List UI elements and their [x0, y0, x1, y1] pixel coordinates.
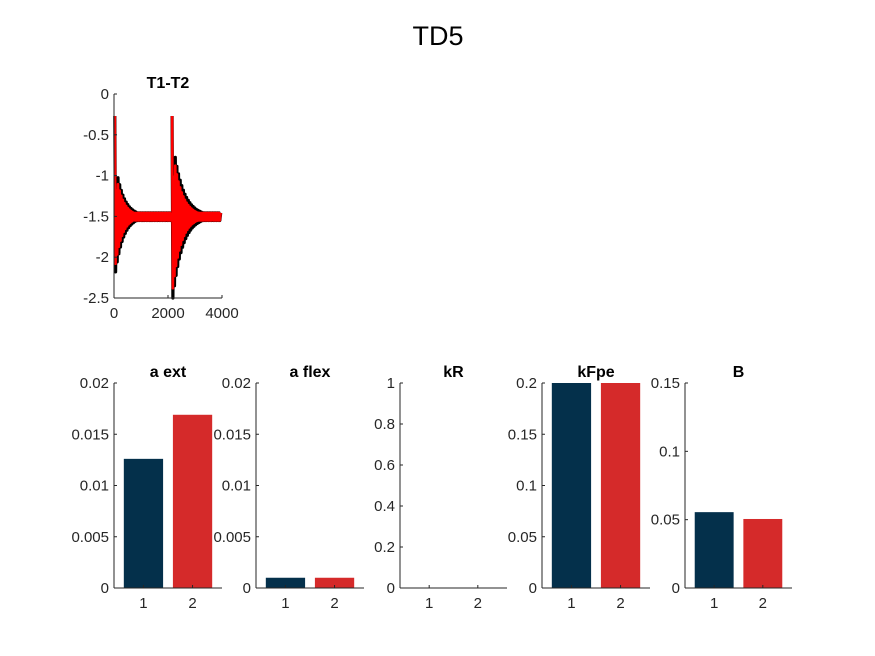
x-tick-label: 0	[110, 305, 118, 322]
y-tick-label: -0.5	[83, 127, 109, 144]
y-tick-label: -2	[96, 249, 109, 266]
x-tick-label: 1	[425, 595, 433, 612]
y-tick-label: 0	[101, 86, 109, 103]
bar-1	[123, 458, 164, 588]
y-tick-label: 0.01	[222, 478, 251, 495]
y-tick-label: 1	[387, 375, 395, 392]
y-tick-label: 0.1	[659, 443, 680, 460]
axes-6: 1 2 0 0.05 0.1 0.15 B	[651, 364, 792, 612]
y-tick-label: 0.2	[374, 539, 395, 556]
axes-title: a ext	[150, 364, 187, 381]
y-tick-label: 0.02	[222, 375, 251, 392]
x-tick-label: 2	[759, 595, 767, 612]
y-tick-label: 0.2	[516, 375, 537, 392]
axes-4: 1 2 0 0.2 0.4 0.6 0.8 1 kR	[374, 364, 507, 612]
y-tick-label: -1	[96, 168, 109, 185]
series-line-2	[113, 115, 222, 290]
y-tick-label: 0	[529, 580, 537, 597]
y-tick-label: 0	[387, 580, 395, 597]
y-tick-label: 0.1	[516, 478, 537, 495]
x-tick-label: 2000	[151, 305, 184, 322]
axes-title: kR	[443, 364, 464, 381]
y-tick-label: 0.15	[508, 426, 537, 443]
x-tick-label: 2	[330, 595, 338, 612]
x-tick-label: 4000	[205, 305, 238, 322]
axes-title: a flex	[290, 364, 331, 381]
y-tick-label: 0.02	[80, 375, 109, 392]
y-tick-label: 0.8	[374, 416, 395, 433]
axes-5: 1 2 0 0.05 0.1 0.15 0.2 kFpe	[508, 364, 650, 612]
y-tick-label: 0.015	[71, 426, 109, 443]
y-tick-label: 0	[101, 580, 109, 597]
y-tick-label: 0.015	[213, 426, 251, 443]
y-tick-label: 0.15	[651, 375, 680, 392]
y-tick-label: -2.5	[83, 290, 109, 307]
y-tick-label: 0.6	[374, 457, 395, 474]
bar-1	[265, 577, 306, 588]
axes-title: B	[733, 364, 745, 381]
axes-1: 0 2000 4000 0 -0.5 -1 -1.5 -2 -2.5 T1-T2	[83, 75, 239, 322]
bar-1	[694, 512, 734, 588]
x-tick-label: 1	[139, 595, 147, 612]
axes-title: kFpe	[577, 364, 614, 381]
axes-2: 1 2 0 0.005 0.01 0.015 0.02 a ext	[71, 364, 222, 612]
x-tick-label: 1	[710, 595, 718, 612]
y-tick-label: 0	[243, 580, 251, 597]
axes-3: 1 2 0 0.005 0.01 0.015 0.02 a flex	[213, 364, 364, 612]
figure-title: TD5	[412, 21, 463, 51]
x-tick-label: 1	[281, 595, 289, 612]
bar-2	[172, 414, 213, 588]
bar-2	[600, 383, 641, 588]
y-tick-label: 0.4	[374, 498, 395, 515]
x-tick-label: 2	[188, 595, 196, 612]
bar-2	[314, 577, 355, 588]
x-tick-label: 2	[474, 595, 482, 612]
y-tick-label: 0.05	[508, 529, 537, 546]
x-tick-label: 1	[567, 595, 575, 612]
y-tick-label: 0.05	[651, 512, 680, 529]
y-tick-label: 0	[672, 580, 680, 597]
y-tick-label: 0.005	[71, 529, 109, 546]
bar-2	[743, 518, 783, 588]
y-tick-label: 0.005	[213, 529, 251, 546]
y-tick-label: 0.01	[80, 478, 109, 495]
y-tick-label: -1.5	[83, 208, 109, 225]
x-tick-label: 2	[616, 595, 624, 612]
bar-1	[551, 383, 592, 588]
axes-title: T1-T2	[147, 75, 190, 92]
